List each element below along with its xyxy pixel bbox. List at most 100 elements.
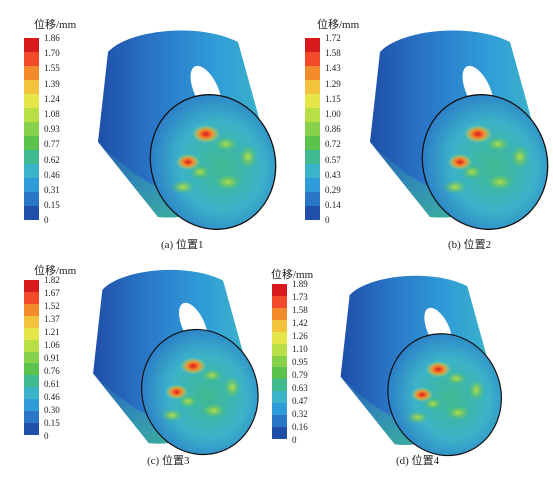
legend-color-swatch [305, 206, 320, 220]
tick-label: 0 [292, 435, 297, 445]
legend-color-swatch [24, 280, 39, 292]
tick-label: 0 [44, 215, 49, 226]
tick-label: 1.86 [44, 33, 60, 43]
legend-color-swatch [24, 178, 39, 192]
tick-label: 0.29 [325, 185, 341, 195]
tick-label: 0.77 [44, 139, 60, 150]
legend-color-swatch [24, 164, 39, 178]
tick-label: 1.26 [292, 331, 308, 341]
legend-ticks: 1.89 1.73 1.58 1.42 1.26 1.10 0.95 0.79 … [292, 280, 332, 445]
legend-color-swatch [272, 403, 287, 416]
legend-ticks: 1.86 1.70 1.55 1.39 1.24 1.08 0.93 0.77 … [44, 33, 84, 226]
legend-color-swatch [24, 66, 39, 80]
tick-label: 0.91 [44, 353, 60, 363]
legend-ticks: 1.72 1.58 1.43 1.29 1.15 1.00 0.86 0.72 … [325, 34, 365, 226]
cylinder-contour-image [92, 269, 277, 472]
tick-label: 0.30 [44, 405, 60, 415]
legend-color-swatch [24, 150, 39, 164]
tick-label: 1.00 [325, 109, 341, 119]
tick-label: 0.57 [325, 154, 341, 165]
legend-color-swatch [272, 319, 287, 332]
legend-color-swatch [305, 178, 320, 192]
legend-color-swatch [305, 52, 320, 66]
color-legend [305, 38, 320, 220]
tick-label: 0.15 [44, 418, 60, 428]
legend-color-swatch [305, 38, 320, 52]
tick-label: 0.46 [44, 169, 60, 180]
unit-label: 位移/mm [34, 265, 77, 277]
legend-color-swatch [24, 423, 39, 435]
tick-label: 0.47 [292, 396, 308, 406]
legend-color-swatch [24, 411, 39, 424]
legend-color-swatch [272, 391, 287, 404]
legend-color-swatch [272, 295, 287, 308]
tick-label: 1.58 [325, 48, 341, 59]
tick-label: 1.73 [292, 292, 308, 302]
color-legend [24, 280, 39, 435]
tick-label: 0.32 [292, 409, 308, 419]
legend-color-swatch [305, 94, 320, 108]
unit-label: 位移/mm [34, 19, 77, 31]
caption: (a) 位置1 [161, 239, 204, 251]
legend-color-swatch [272, 379, 287, 392]
legend-color-swatch [305, 80, 320, 94]
legend-color-swatch [272, 331, 287, 344]
tick-label: 0.31 [44, 185, 60, 195]
legend-color-swatch [24, 38, 39, 52]
tick-label: 0.16 [292, 422, 308, 432]
legend-color-swatch [24, 315, 39, 328]
legend-color-swatch [272, 343, 287, 356]
legend-color-swatch [305, 192, 320, 206]
legend-color-swatch [24, 52, 39, 66]
legend-color-swatch [272, 415, 287, 428]
tick-label: 1.89 [292, 279, 308, 289]
tick-label: 1.37 [44, 314, 60, 324]
color-legend [24, 38, 39, 220]
legend-color-swatch [24, 206, 39, 220]
caption: (d) 位置4 [396, 455, 440, 467]
legend-color-swatch [24, 375, 39, 388]
legend-color-swatch [24, 363, 39, 376]
tick-label: 1.67 [44, 288, 60, 298]
tick-label: 0.79 [292, 370, 308, 380]
tick-label: 0.63 [292, 383, 308, 393]
tick-label: 1.52 [44, 301, 60, 311]
legend-color-swatch [305, 150, 320, 164]
tick-label: 0.14 [325, 200, 341, 211]
tick-label: 1.42 [292, 318, 308, 328]
tick-label: 1.15 [325, 93, 341, 104]
legend-color-swatch [24, 122, 39, 136]
tick-label: 0.76 [44, 366, 60, 376]
legend-color-swatch [24, 303, 39, 316]
legend-color-swatch [272, 367, 287, 380]
caption: (c) 位置3 [147, 455, 190, 467]
unit-label: 位移/mm [271, 269, 314, 281]
tick-label: 1.21 [44, 327, 60, 337]
legend-color-swatch [305, 108, 320, 122]
tick-label: 0.62 [44, 154, 60, 165]
tick-label: 0 [44, 431, 49, 441]
legend-color-swatch [24, 291, 39, 304]
tick-label: 1.10 [292, 344, 308, 354]
tick-label: 0 [325, 215, 330, 226]
legend-color-swatch [272, 427, 287, 439]
color-legend [272, 284, 287, 439]
legend-color-swatch [24, 399, 39, 412]
tick-label: 1.08 [44, 109, 60, 119]
tick-label: 1.82 [44, 275, 60, 285]
legend-color-swatch [24, 80, 39, 94]
legend-color-swatch [305, 136, 320, 150]
legend-color-swatch [24, 108, 39, 122]
legend-color-swatch [24, 192, 39, 206]
legend-color-swatch [272, 355, 287, 368]
tick-label: 1.43 [325, 63, 341, 74]
tick-label: 0.93 [44, 124, 60, 135]
tick-label: 0.43 [325, 169, 341, 180]
legend-color-swatch [305, 164, 320, 178]
legend-color-swatch [272, 284, 287, 296]
tick-label: 1.24 [44, 93, 60, 104]
legend-color-swatch [24, 94, 39, 108]
tick-label: 1.39 [44, 78, 60, 89]
legend-color-swatch [305, 66, 320, 80]
tick-label: 0.72 [325, 139, 341, 150]
